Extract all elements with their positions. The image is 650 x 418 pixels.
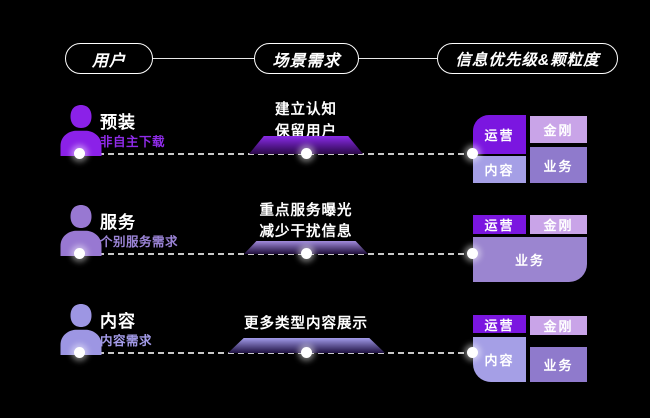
row2-scenario-line2: 减少干扰信息 — [259, 224, 353, 240]
row1-title: 预装 — [100, 113, 136, 132]
connector-dot — [74, 148, 85, 159]
row3-box-operations: 运营 — [473, 315, 526, 333]
row3-scenario-line1: 更多类型内容展示 — [244, 316, 368, 332]
header-pill-info-priority: 信息优先级&颗粒度 — [437, 43, 618, 74]
header-pill-users: 用户 — [65, 43, 153, 74]
header-connector-line — [153, 58, 254, 59]
row2-subtitle: 个别服务需求 — [100, 235, 179, 249]
user-icon-preinstall — [60, 105, 102, 156]
header-connector-line — [359, 58, 437, 59]
user-icon-content — [60, 304, 102, 355]
connector-dot — [301, 347, 312, 358]
row1-funnel-shape — [249, 136, 363, 154]
row3-funnel-shape — [228, 338, 385, 353]
row1-box-content: 内容 — [473, 156, 526, 183]
row1-box-operations: 运营 — [473, 115, 526, 154]
row1-box-jingang: 金刚 — [530, 116, 587, 143]
row1-box-business: 业务 — [530, 147, 587, 183]
row1-scenario-line1: 建立认知 — [275, 102, 337, 118]
row2-funnel-shape — [244, 241, 368, 254]
connector-dot — [301, 148, 312, 159]
connector-dot — [467, 148, 478, 159]
dashed-line-row3 — [78, 352, 474, 354]
row2-title: 服务 — [100, 213, 136, 232]
row2-scenario-line1: 重点服务曝光 — [259, 203, 353, 219]
row2-scenario-text: 重点服务曝光 减少干扰信息 — [206, 201, 406, 243]
row2-box-operations: 运营 — [473, 215, 526, 234]
header-pill-scenario-needs: 场景需求 — [254, 43, 359, 74]
user-icon-service — [60, 205, 102, 256]
row3-box-content-big: 内容 — [473, 337, 526, 382]
row2-box-jingang: 金刚 — [530, 215, 587, 234]
row1-subtitle: 非自主下载 — [100, 135, 166, 149]
connector-dot — [301, 248, 312, 259]
row2-box-business-wide: 业务 — [473, 237, 587, 282]
row3-scenario-text: 更多类型内容展示 — [206, 313, 406, 335]
connector-dot — [467, 347, 478, 358]
row3-title: 内容 — [100, 312, 136, 331]
dashed-line-row2 — [78, 253, 474, 255]
connector-dot — [467, 248, 478, 259]
row3-box-business: 业务 — [530, 347, 587, 382]
dashed-line-row1 — [78, 153, 474, 155]
row3-subtitle: 内容需求 — [100, 334, 153, 348]
connector-dot — [74, 347, 85, 358]
connector-dot — [74, 248, 85, 259]
row3-box-jingang: 金刚 — [530, 316, 587, 335]
